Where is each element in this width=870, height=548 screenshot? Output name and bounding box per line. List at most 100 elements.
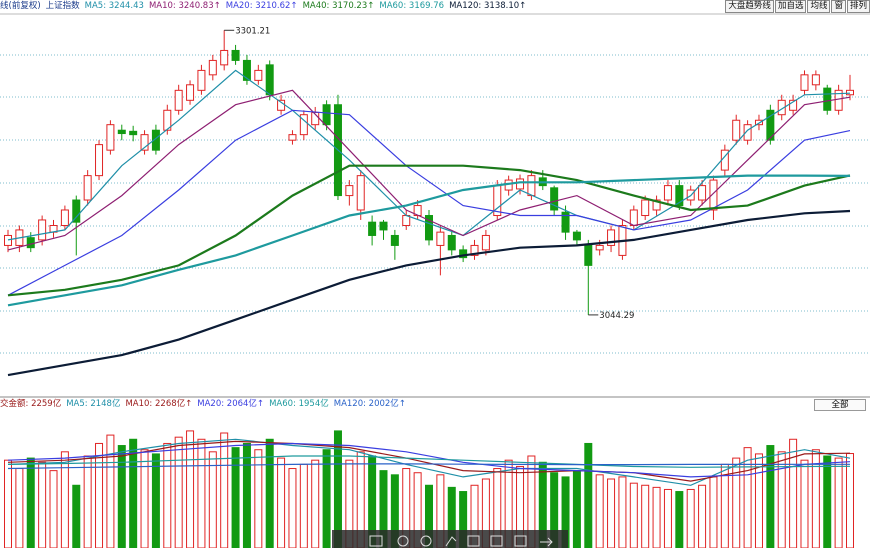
volume-bar [470,484,479,548]
candle-body [26,237,35,249]
candle-body [163,109,172,131]
volume-legend: 交金额: 2259亿 MA5: 2148亿 MA10: 2268亿↑ MA20: 2… [0,398,406,410]
volume-bar [277,457,286,548]
ma-line [7,109,851,296]
legend-entry: MA5: 2148亿 [66,399,121,409]
candle-body [140,134,149,151]
volume-bar [265,438,274,548]
volume-bar [163,442,172,548]
candle-body [254,69,263,81]
toolbar-button[interactable]: 均线 [807,0,831,13]
annotation-label: 3301.21 [235,26,270,36]
volume-bar [572,470,581,548]
volume-bar [538,461,547,548]
candle-body [4,234,12,246]
legend-entry: MA60: 1954亿 [269,399,329,409]
volume-bar [197,438,206,548]
tool-icon[interactable] [540,537,553,547]
candle-body [595,244,604,251]
candle-body [242,59,251,81]
candle-body [584,244,593,266]
candle-body [72,199,81,223]
volume-bar [26,457,35,548]
volume-bar [595,474,604,548]
volume-selector[interactable]: 全部 [814,399,866,411]
volume-bar [220,432,229,548]
volume-bar [800,459,809,548]
tool-icon[interactable] [445,536,457,547]
candle-body [459,249,468,259]
tool-icon[interactable] [467,535,480,547]
candle-body [288,134,297,141]
volume-bar [106,434,115,548]
toolbar-button[interactable]: 大盘趋势线 [725,0,774,13]
marks: 3301.21 3044.29 [4,26,854,548]
volume-bar [629,482,638,548]
candle-body [174,89,183,111]
tool-icon[interactable] [490,535,503,547]
volume-bar [447,486,456,548]
candle-body [208,59,217,76]
candle-body [220,49,229,66]
candle-body [550,187,559,211]
legend-entry: MA120: 3138.10↑ [449,1,527,11]
candle-body [447,234,456,251]
volume-bar [686,488,695,548]
ma-line [7,442,851,478]
volume-bar [527,455,536,548]
volume-bar [4,459,12,548]
legend-entry: MA10: 3240.83↑ [148,1,221,11]
volume-bar [675,491,684,548]
title: 上证指数 [45,1,80,11]
volume-bar [607,478,616,548]
tool-icon[interactable] [397,535,409,547]
tool-icon[interactable] [369,535,383,547]
tool-icon[interactable] [420,535,432,547]
volume-bar [140,449,149,548]
candle-body [732,119,741,141]
candle-body [652,199,661,211]
volume-bar [288,468,297,548]
volume-bar [151,453,160,548]
volume-bar [49,470,58,548]
toolbar-bg [332,530,568,548]
candle-body [231,49,240,61]
ma-line [7,438,851,486]
volume-bar [823,455,832,548]
volume-title: 交金额: 2259亿 [0,399,62,409]
candle-body [811,74,820,86]
candle-body [117,129,126,135]
toolbar-button[interactable]: 排列 [846,0,870,13]
candle-body [95,144,104,177]
volume-bar [208,451,217,548]
candle-body [322,104,331,126]
price-legend: 线(前复权) 上证指数 MA5: 3244.43 MA10: 3240.83↑ MA… [0,0,526,12]
candle-body [641,199,650,217]
tool-icon[interactable] [514,535,527,547]
volume-bar [311,459,320,548]
volume-bar [698,484,707,548]
candle-body [390,234,399,246]
candle-body [436,231,445,246]
volume-bar [834,457,843,548]
toolbar-button[interactable]: 加自选 [774,0,807,13]
volume-bar [789,438,798,548]
candle-body [629,209,638,226]
candle-body [743,124,752,141]
volume-bar [129,438,138,548]
candle-body [379,221,388,231]
ma-line [7,455,851,468]
volume-bar [345,459,354,548]
candle-body [675,185,684,207]
candle-body [709,179,718,211]
volume-bar [618,476,627,548]
candle-body [663,185,672,201]
candle-body [834,89,843,111]
volume-bar [743,447,752,548]
volume-bar [561,476,570,548]
toolbar-button[interactable]: 窗 [831,0,846,13]
candle-body [83,175,92,201]
candle-body [197,69,206,91]
volume-bar [732,457,741,548]
